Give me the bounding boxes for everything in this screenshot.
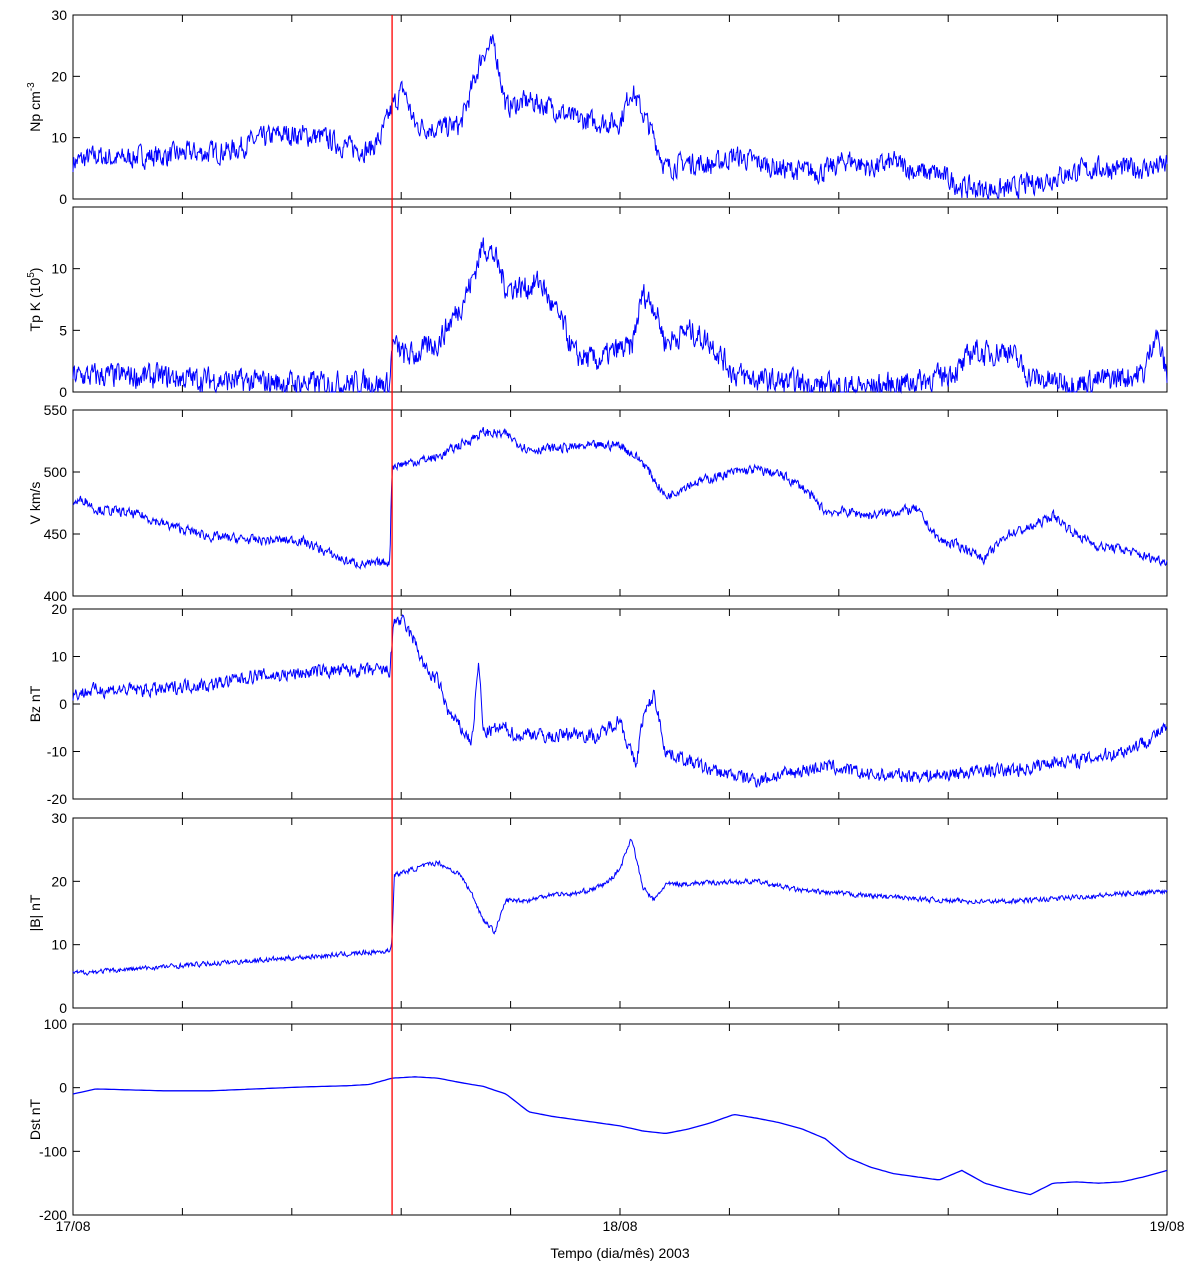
y-tick-label: -10 <box>47 744 67 760</box>
panel-2: 0 5 10 Tp K (105) <box>26 206 1168 400</box>
y-axis-title: V km/s <box>27 482 43 525</box>
y-tick-label: 0 <box>59 191 67 207</box>
y-tick-label: 10 <box>51 649 67 665</box>
panel-frame <box>72 206 1168 393</box>
panel-frame <box>72 14 1168 200</box>
series-line <box>72 614 1168 788</box>
panel-frame <box>72 1023 1168 1216</box>
x-tick-labels: 17/08 18/08 19/08 <box>55 1208 1185 1234</box>
panel-4: -20 -10 0 10 20 Bz nT <box>27 601 1168 807</box>
y-tick-label: 500 <box>44 464 68 480</box>
series-line <box>72 34 1168 200</box>
y-tick-label: 20 <box>51 873 67 889</box>
y-axis-title: Tp K (105) <box>26 268 43 332</box>
y-tick-label: 5 <box>59 322 67 338</box>
panel-frame <box>72 817 1168 1009</box>
y-tick-label: 20 <box>51 68 67 84</box>
y-tick-label: 100 <box>44 1016 68 1032</box>
y-tick-label: -20 <box>47 791 67 807</box>
y-axis-title: Bz nT <box>27 685 43 722</box>
panel-6: -200 -100 0 100 Dst nT <box>27 1016 1168 1223</box>
y-tick-label: 450 <box>44 526 68 542</box>
y-tick-label: -100 <box>39 1143 67 1159</box>
chart-panels: 0 10 20 30 Np cm-3 0 5 10 Tp K (105) 400 450 500 550… <box>26 7 1168 1223</box>
y-tick-label: 400 <box>44 588 68 604</box>
y-tick-label: 0 <box>59 1080 67 1096</box>
y-tick-label: 30 <box>51 810 67 826</box>
y-tick-label: 20 <box>51 601 67 617</box>
x-tick-label: 17/08 <box>55 1218 90 1234</box>
y-axis-title: Dst nT <box>27 1098 43 1140</box>
x-tick-label: 18/08 <box>602 1218 637 1234</box>
y-axis-title: Np cm-3 <box>26 82 43 132</box>
series-line <box>72 1076 1168 1196</box>
y-tick-label: 10 <box>51 261 67 277</box>
y-tick-label: 0 <box>59 384 67 400</box>
panel-frame <box>72 409 1168 597</box>
series-line <box>72 838 1168 976</box>
x-tick-label: 19/08 <box>1149 1218 1184 1234</box>
y-tick-label: 30 <box>51 7 67 23</box>
panel-5: 0 10 20 30 |B| nT <box>27 810 1168 1016</box>
y-tick-label: -200 <box>39 1207 67 1223</box>
y-tick-label: 10 <box>51 130 67 146</box>
series-line <box>72 427 1168 570</box>
x-axis-title: Tempo (dia/mês) 2003 <box>550 1245 690 1261</box>
panel-1: 0 10 20 30 Np cm-3 <box>26 7 1168 207</box>
panel-3: 400 450 500 550 V km/s <box>27 402 1168 604</box>
y-tick-label: 550 <box>44 402 68 418</box>
y-tick-label: 10 <box>51 937 67 953</box>
y-axis-title: |B| nT <box>27 894 43 931</box>
series-line <box>72 237 1168 394</box>
y-tick-label: 0 <box>59 1000 67 1016</box>
y-tick-label: 0 <box>59 696 67 712</box>
